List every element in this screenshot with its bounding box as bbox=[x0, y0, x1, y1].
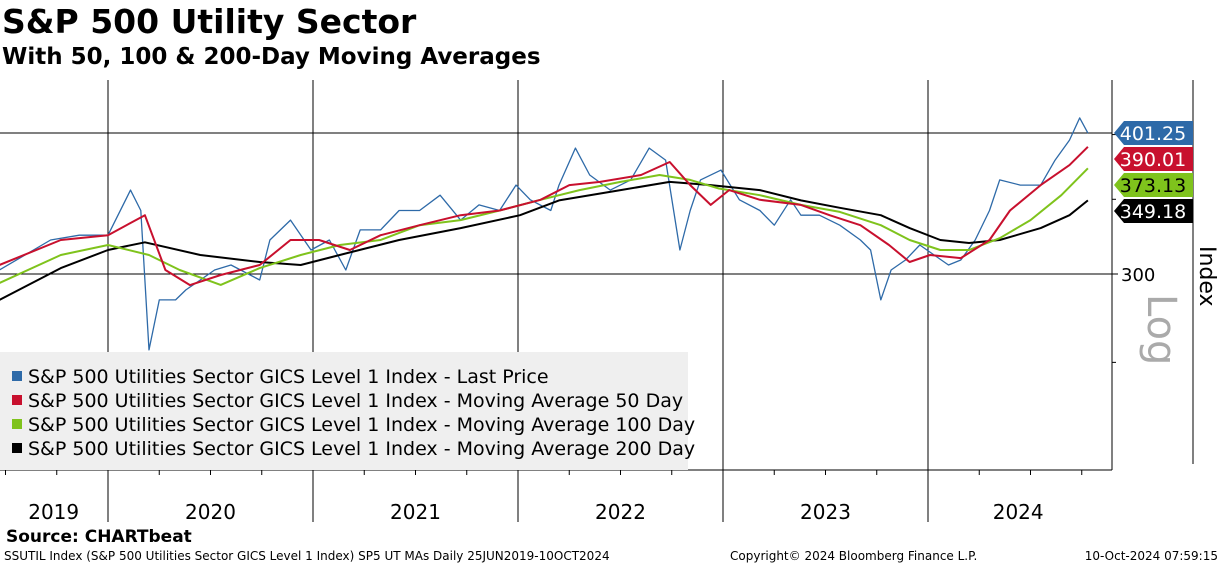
value-tag-label: 349.18 bbox=[1120, 201, 1186, 223]
legend-item: S&P 500 Utilities Sector GICS Level 1 In… bbox=[12, 414, 695, 436]
x-tick-label: 2021 bbox=[390, 500, 441, 524]
x-tick-label: 2022 bbox=[595, 500, 646, 524]
series-line-1 bbox=[0, 146, 1089, 287]
legend: S&P 500 Utilities Sector GICS Level 1 In… bbox=[0, 352, 695, 470]
log-scale-label: Log bbox=[1138, 294, 1184, 365]
legend-item: S&P 500 Utilities Sector GICS Level 1 In… bbox=[12, 366, 549, 388]
x-tick-label: 2024 bbox=[993, 500, 1044, 524]
value-tag-label: 401.25 bbox=[1120, 123, 1186, 145]
legend-swatch bbox=[12, 371, 22, 381]
value-tag-label: 373.13 bbox=[1120, 175, 1186, 197]
x-tick-label: 2023 bbox=[800, 500, 851, 524]
value-tag bbox=[1114, 147, 1193, 171]
value-tag bbox=[1114, 121, 1193, 145]
footer-copyright: Copyright© 2024 Bloomberg Finance L.P. bbox=[730, 549, 978, 563]
value-tag bbox=[1114, 199, 1193, 223]
y-tick-label: 300 bbox=[1121, 265, 1155, 286]
legend-item: S&P 500 Utilities Sector GICS Level 1 In… bbox=[12, 438, 695, 460]
legend-swatch bbox=[12, 419, 22, 429]
legend-label: S&P 500 Utilities Sector GICS Level 1 In… bbox=[28, 390, 684, 412]
footer-left: SSUTIL Index (S&P 500 Utilities Sector G… bbox=[4, 549, 610, 563]
chart-title: S&P 500 Utility Sector bbox=[2, 2, 417, 41]
value-tag-label: 390.01 bbox=[1120, 149, 1186, 171]
legend-item: S&P 500 Utilities Sector GICS Level 1 In… bbox=[12, 390, 683, 412]
series-line-3 bbox=[0, 180, 1089, 301]
y-axis-title: Index bbox=[1194, 246, 1219, 307]
legend-label: S&P 500 Utilities Sector GICS Level 1 In… bbox=[28, 366, 549, 388]
series-line-2 bbox=[0, 167, 1089, 286]
value-tag bbox=[1114, 173, 1193, 197]
chart-subtitle: With 50, 100 & 200-Day Moving Averages bbox=[2, 44, 541, 70]
footer-timestamp: 10-Oct-2024 07:59:15 bbox=[1084, 549, 1218, 563]
x-tick-label: 2019 bbox=[28, 500, 79, 524]
x-tick-label: 2020 bbox=[185, 500, 236, 524]
legend-label: S&P 500 Utilities Sector GICS Level 1 In… bbox=[28, 414, 696, 436]
legend-swatch bbox=[12, 443, 22, 453]
legend-label: S&P 500 Utilities Sector GICS Level 1 In… bbox=[28, 438, 696, 460]
source-note: Source: CHARTbeat bbox=[6, 527, 192, 547]
legend-swatch bbox=[12, 395, 22, 405]
